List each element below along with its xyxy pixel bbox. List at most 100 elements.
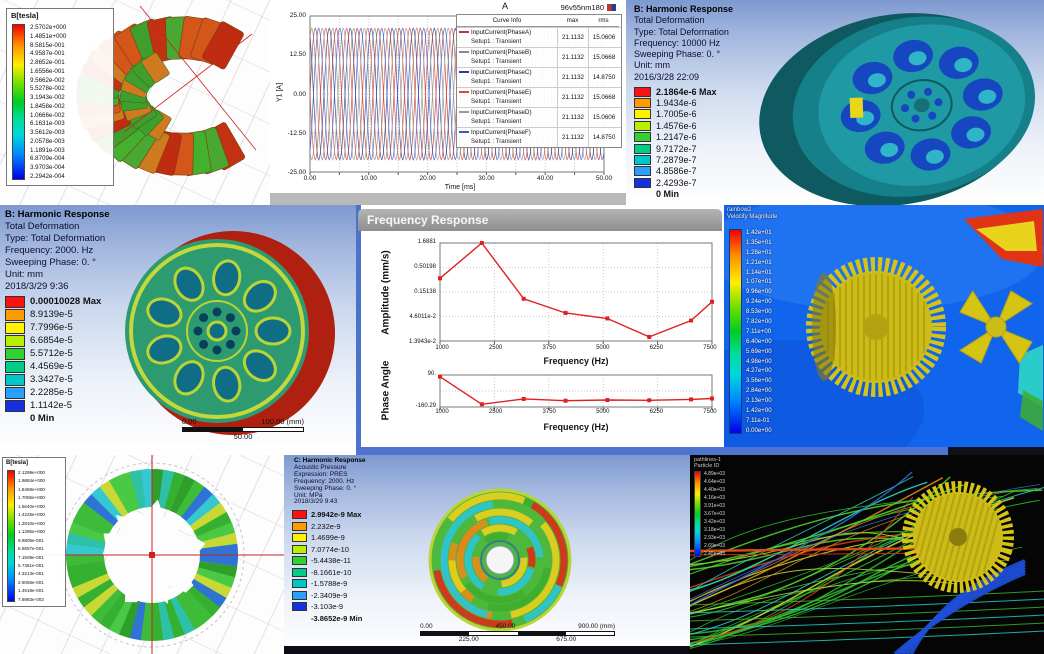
legend-swatch [634, 120, 651, 131]
legend-value: 7.7996e-5 [30, 322, 73, 333]
legend-swatch [292, 567, 307, 577]
legend-value: 6.6854e-5 [30, 335, 73, 346]
curve-max: 21.1132 [557, 128, 588, 147]
legend-value: 1.4699e-9 [311, 533, 345, 543]
scale-ruler: 0.00 100.00 (mm) 50.00 [182, 417, 304, 441]
scale-ruler: 0.00 450.00 900.00 (mm) 225.00 675.00 [420, 623, 615, 643]
legend-value: 1.8469e+000 [18, 486, 45, 492]
legend-value: 4.8586e-7 [656, 166, 697, 177]
legend-value: 6.8709e-004 [30, 155, 65, 163]
phase-x-tick: 3750 [542, 409, 556, 415]
cfd-legend-value: 1.28e+01 [746, 248, 772, 256]
legend-value: 1.1891e-003 [30, 146, 65, 154]
legend-swatch [292, 556, 307, 566]
x-tick-label: 10.00 [360, 175, 377, 182]
amp-x-tick: 6250 [649, 345, 664, 351]
legend-row: 8.9139e-5 [5, 308, 101, 321]
colorbar [7, 470, 15, 602]
amp-x-tick: 5000 [596, 345, 610, 351]
legend-value: -1.5788e-9 [311, 579, 348, 589]
legend-swatch [5, 321, 25, 334]
legend-swatch [634, 143, 651, 154]
phase-y-tick: -160.29 [415, 403, 436, 409]
maxwell-ring-panel: B[tesla] 2.1299e+000 1.9884e+000 1.8469e+0… [0, 455, 284, 654]
table-row: InputCurrent(PhaseF) Setup1 : Transient … [457, 127, 621, 147]
amp-y-tick: 0.50198 [414, 264, 436, 270]
phase-x-tick: 1000 [435, 409, 449, 415]
cfd-legend-value: 1.35e+01 [746, 238, 772, 246]
curve-rms: 14.8750 [588, 128, 619, 147]
frequency-response-charts [438, 241, 714, 410]
legend-value: 9.5662e-002 [30, 76, 65, 84]
curve-info-table: Curve Info max rms InputCurrent(PhaseA) … [456, 14, 622, 148]
window-titlebar[interactable]: Frequency Response [358, 209, 722, 231]
legend-value: 4.4569e-5 [30, 361, 73, 372]
flywheel-render-teal [759, 13, 1036, 205]
ruler-max: 100.00 (mm) [261, 417, 304, 426]
cfd-legend-value: 2.84e+00 [746, 387, 772, 395]
legend-value: 8.5657e-001 [18, 546, 44, 552]
legend-icon [607, 4, 616, 11]
header-line: Sweeping Phase: 0. ° [634, 49, 721, 60]
x-axis-label: Time [ms] [444, 184, 476, 191]
legend-row: -3.8652e-9 Min [292, 613, 362, 625]
deformation-legend: 0.00010028 Max 8.9139e-5 7.7996e-5 6.685… [5, 295, 101, 425]
col-rms: rms [588, 15, 619, 27]
legend-swatch [634, 109, 651, 120]
legend-value: 2.9065e-001 [18, 579, 44, 585]
legend-value: 9.9805e-001 [18, 537, 44, 543]
pathlines-legend-value: 3.18e+03 [704, 527, 725, 533]
amplitude-axis-label: Amplitude (mm/s) [380, 250, 392, 335]
table-row: InputCurrent(PhaseE) Setup1 : Transient … [457, 87, 621, 107]
phase-axis-label: Phase Angle [380, 360, 392, 421]
maxwell-coil-panel: B[tesla] 2.5702e+000 1.4851e+000 8.5815e-0… [0, 0, 270, 205]
legend-row: 1.7005e-6 [634, 109, 717, 120]
bottom-strip [284, 646, 690, 654]
legend-value: 1.4225e+000 [18, 512, 45, 518]
cfd-legend-value: 5.69e+00 [746, 347, 772, 355]
curve-name: InputCurrent(PhaseC) [471, 69, 532, 76]
streamlines-render [690, 471, 1044, 654]
ruler-min: 0.00 [182, 417, 197, 426]
legend-swatch [292, 544, 307, 554]
header-line: Total Deformation [5, 221, 80, 232]
legend-value: 8.9139e-5 [30, 309, 73, 320]
legend-value: 0 Min [30, 413, 55, 424]
cfd-legend-value: 9.96e+00 [746, 288, 772, 296]
table-header: Curve Info max rms [457, 15, 621, 27]
legend-value: 3.3427e-5 [30, 374, 73, 385]
header-line: Unit: MPa [294, 491, 323, 499]
legend-value: 2.5702e+000 [30, 24, 67, 31]
legend-value: 2.9942e-9 Max [311, 510, 362, 520]
pathlines-panel: pathlines-1 Particle ID 4.89e+03 4.64e+03… [690, 455, 1044, 654]
x-tick-label: 20.00 [419, 175, 436, 182]
header-line: Total Deformation [634, 15, 705, 26]
colorbar [12, 24, 25, 180]
pathlines-name: pathlines-1 [694, 457, 721, 463]
x-tick-label: 40.00 [537, 175, 554, 182]
curve-setup: Setup1 : Transient [471, 97, 522, 105]
cfd-legend-value: 1.14e+01 [746, 268, 772, 276]
pathlines-legend-value: 3.42e+03 [704, 519, 725, 525]
header-line: Expression: PRES [294, 470, 348, 478]
pathlines-legend-value: 3.91e+03 [704, 503, 725, 509]
curve-rms: 15.0606 [588, 108, 619, 127]
plot-title: A [502, 1, 509, 11]
frequency-response-panel: Frequency Response Amplitude (mm/s) 1.68… [356, 205, 724, 455]
curve-rms: 15.0668 [588, 88, 619, 107]
curve-name: InputCurrent(PhaseB) [471, 49, 532, 56]
legend-value: 2.8652e-001 [30, 59, 65, 66]
curve-name: InputCurrent(PhaseF) [471, 129, 531, 136]
ruler-q3: 675.00 [556, 636, 577, 643]
phase-x-tick: 2500 [488, 409, 503, 415]
cfd-legend-value: 4.27e+00 [746, 367, 772, 375]
field-legend: B[tesla] 2.1299e+000 1.9884e+000 1.8469e+0… [2, 457, 66, 607]
legend-value: 7.1509e-001 [18, 554, 44, 560]
header-line: Frequency: 2000. Hz [294, 477, 355, 485]
legend-value: 1.6556e-001 [30, 67, 65, 75]
legend-swatch [292, 510, 307, 520]
legend-swatch [634, 98, 651, 109]
legend-swatch [292, 533, 307, 543]
legend-value: -8.1661e-10 [311, 567, 352, 577]
phase-x-tick: 7500 [703, 409, 717, 415]
